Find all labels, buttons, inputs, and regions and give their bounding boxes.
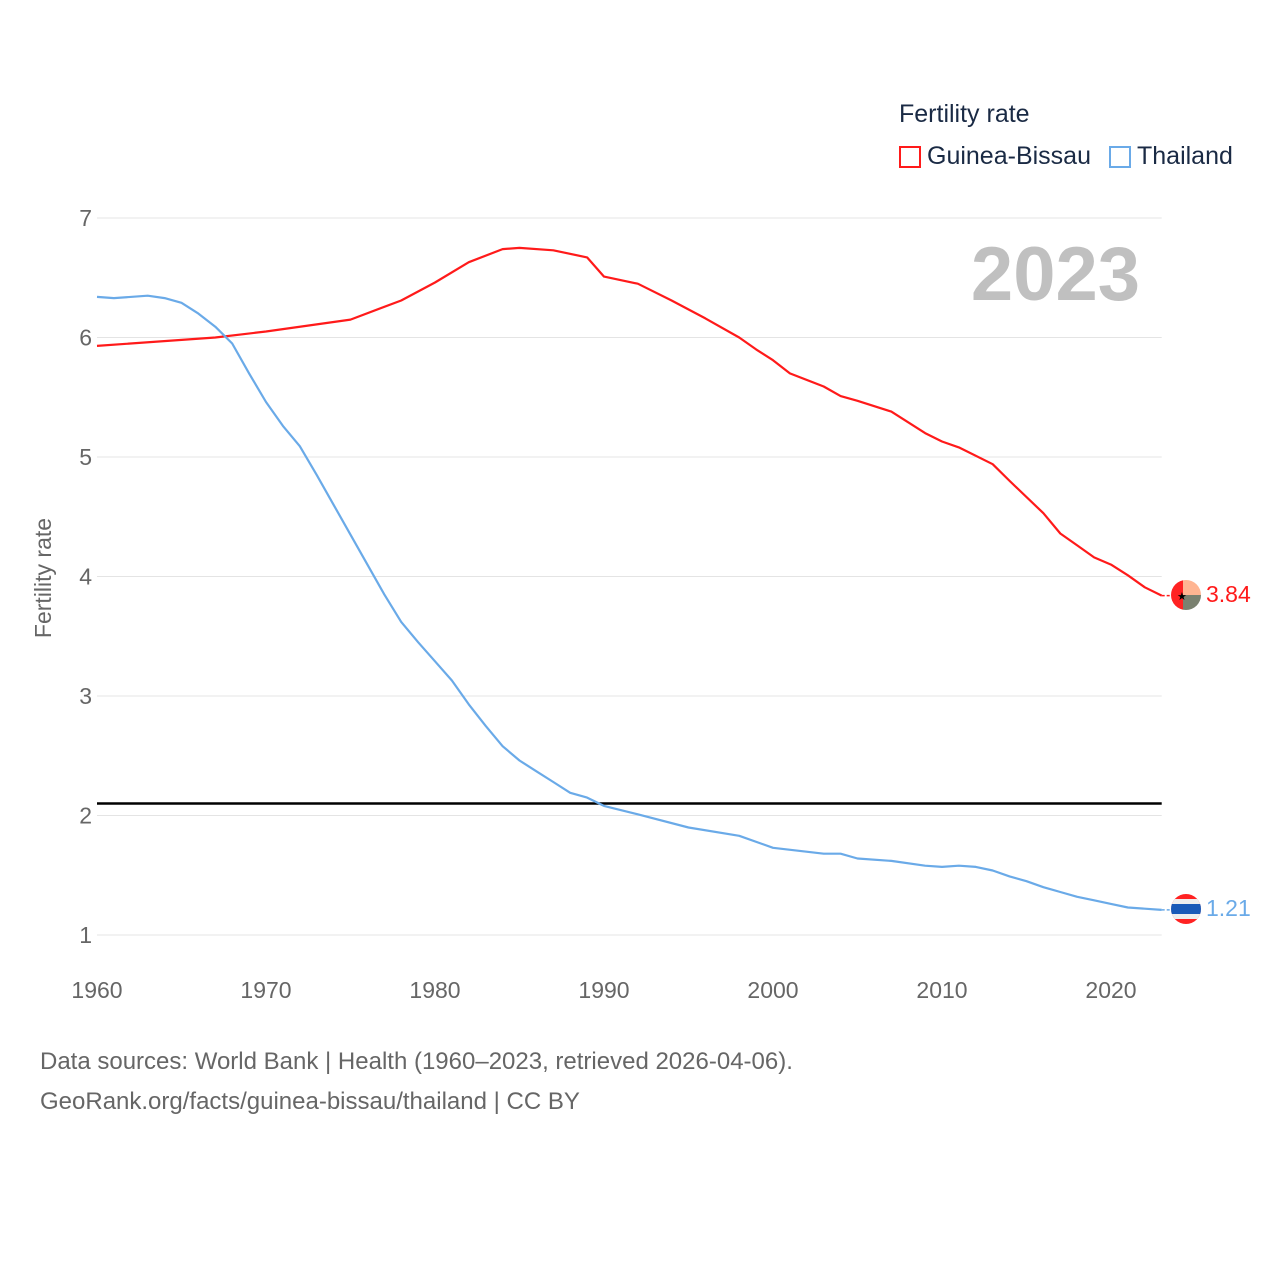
x-tick-label: 1960 bbox=[71, 977, 122, 1003]
year-label: 2023 bbox=[971, 232, 1140, 317]
legend-label: Thailand bbox=[1136, 142, 1233, 170]
y-tick-label: 2 bbox=[79, 803, 92, 829]
guinea-bissau-end-label: 3.84 bbox=[1206, 581, 1251, 607]
y-tick-label: 3 bbox=[79, 683, 92, 709]
y-tick-label: 5 bbox=[79, 444, 92, 470]
x-tick-label: 2000 bbox=[747, 977, 798, 1003]
y-tick-label: 1 bbox=[79, 922, 92, 948]
series-lines bbox=[96, 246, 1174, 911]
series-line-thailand bbox=[96, 294, 1162, 911]
data-sources: Data sources: World Bank | Health (1960–… bbox=[40, 1048, 793, 1075]
guinea-bissau-flag-icon: ★ bbox=[1171, 580, 1201, 610]
y-tick-label: 7 bbox=[79, 205, 92, 231]
legend-swatch-guinea-bissau bbox=[899, 145, 921, 168]
legend-swatch-thailand bbox=[1108, 145, 1131, 168]
y-tick-label: 4 bbox=[79, 564, 92, 590]
y-axis-ticks: 1 2 3 4 5 6 7 bbox=[79, 205, 92, 948]
svg-text:★: ★ bbox=[1177, 591, 1187, 603]
footer: Data sources: World Bank | Health (1960–… bbox=[40, 1042, 793, 1122]
legend-item-guinea-bissau[interactable]: Guinea-Bissau bbox=[899, 142, 1091, 171]
x-tick-label: 1990 bbox=[578, 977, 629, 1003]
x-axis-ticks: 1960 1970 1980 1990 2000 2010 2020 bbox=[71, 977, 1136, 1003]
series-line-guinea-bissau bbox=[96, 246, 1163, 597]
legend-item-thailand[interactable]: Thailand bbox=[1108, 142, 1233, 171]
legend: Guinea-Bissau Thailand bbox=[899, 142, 1233, 171]
grid-lines bbox=[97, 217, 1162, 936]
y-axis-label: Fertility rate bbox=[30, 518, 56, 638]
x-tick-label: 2020 bbox=[1085, 977, 1136, 1003]
thailand-flag-icon bbox=[1171, 894, 1201, 924]
y-tick-label: 6 bbox=[79, 325, 92, 351]
legend-label: Guinea-Bissau bbox=[927, 142, 1091, 170]
source-link[interactable]: GeoRank.org/facts/guinea-bissau/thailand… bbox=[40, 1088, 580, 1115]
x-tick-label: 1970 bbox=[240, 977, 291, 1003]
legend-title: Fertility rate bbox=[899, 100, 1030, 128]
x-tick-label: 2010 bbox=[916, 977, 967, 1003]
x-tick-label: 1980 bbox=[409, 977, 460, 1003]
thailand-end-label: 1.21 bbox=[1206, 895, 1251, 921]
end-markers: ★ 3.84 1.21 bbox=[1171, 580, 1251, 924]
